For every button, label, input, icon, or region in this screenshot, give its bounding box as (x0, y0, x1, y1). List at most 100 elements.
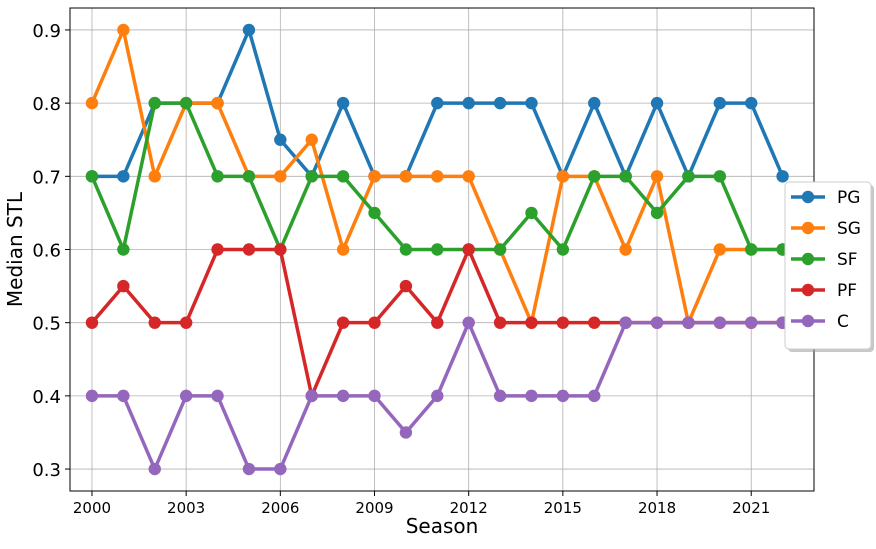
data-point-sf (493, 243, 507, 256)
data-point-sg (431, 170, 444, 183)
data-point-pf (85, 316, 99, 329)
data-point-sg (713, 243, 727, 256)
data-point-sf (713, 170, 727, 183)
data-point-pg (745, 96, 758, 110)
data-point-sg (650, 170, 664, 183)
data-point-c (713, 316, 727, 329)
data-point-c (588, 389, 601, 403)
data-point-sf (336, 170, 350, 183)
data-point-sf (85, 170, 99, 183)
data-point-pg (336, 96, 350, 110)
data-point-pf (117, 279, 130, 293)
data-point-pg (431, 96, 444, 110)
data-point-c (493, 389, 507, 403)
data-point-sg (85, 96, 99, 110)
data-point-pf (493, 316, 507, 329)
y-tick-label: 0.7 (32, 167, 61, 188)
legend: PG SG SF PF C (784, 181, 874, 352)
data-point-pf (462, 243, 475, 256)
legend-item-pg: PG (791, 188, 860, 208)
legend-item-pf: PF (791, 281, 857, 301)
legend-label: PG (837, 188, 860, 208)
data-point-c (399, 426, 413, 439)
legend-item-sf: SF (791, 250, 858, 270)
data-point-sg (336, 243, 350, 256)
data-point-sf (682, 170, 695, 183)
legend-swatch-marker (801, 314, 815, 328)
data-point-c (85, 389, 99, 403)
series-sf (85, 96, 789, 256)
y-tick-label: 0.9 (32, 21, 61, 42)
data-point-sg (368, 170, 381, 183)
data-point-c (211, 389, 224, 403)
data-point-pg (493, 96, 507, 110)
data-point-sf (179, 96, 193, 110)
data-point-pg (117, 170, 130, 183)
y-tick-label: 0.3 (32, 460, 61, 481)
data-point-sf (242, 170, 256, 183)
x-tick-label: 2000 (73, 499, 111, 517)
data-point-sf (525, 206, 538, 220)
data-point-pf (336, 316, 350, 329)
data-point-pf (368, 316, 381, 329)
data-point-pf (274, 243, 287, 256)
data-point-c (368, 389, 381, 403)
data-point-c (650, 316, 664, 329)
data-point-sg (619, 243, 632, 256)
data-point-sg (462, 170, 475, 183)
data-point-pf (431, 316, 444, 329)
data-point-pg (588, 96, 601, 110)
data-point-sg (305, 133, 318, 146)
data-point-pg (242, 23, 256, 37)
y-tick-label: 0.6 (32, 241, 61, 262)
data-point-sf (745, 243, 758, 256)
data-point-sf (588, 170, 601, 183)
x-tick-label: 2018 (638, 499, 676, 517)
data-point-pf (525, 316, 538, 329)
data-point-sf (117, 243, 130, 256)
x-tick-label: 2006 (261, 499, 299, 517)
data-point-sg (274, 170, 287, 183)
legend-label: C (837, 312, 849, 332)
data-point-c (305, 389, 318, 403)
data-point-c (148, 462, 161, 476)
data-point-pf (556, 316, 570, 329)
data-point-sg (148, 170, 161, 183)
data-point-sf (148, 96, 161, 110)
data-point-c (619, 316, 632, 329)
legend-swatch-marker (801, 283, 815, 297)
data-point-pf (588, 316, 601, 329)
data-point-sg (117, 23, 130, 37)
y-tick-label: 0.4 (32, 387, 61, 408)
data-point-sg (556, 170, 570, 183)
axes: 2000 2003 2006 2009 2012 2015 2018 2021 0.3 0.4 0.… (3, 7, 815, 538)
data-point-sg (211, 96, 224, 110)
data-point-c (431, 389, 444, 403)
data-point-c (745, 316, 758, 329)
data-point-c (242, 462, 256, 476)
legend-swatch-marker (801, 221, 815, 235)
data-point-sf (305, 170, 318, 183)
data-point-sf (211, 170, 224, 183)
data-point-c (462, 316, 475, 329)
data-point-sf (399, 243, 413, 256)
x-tick-label: 2012 (450, 499, 488, 517)
data-point-pg (462, 96, 475, 110)
x-tick-label: 2021 (732, 499, 770, 517)
legend-label: PF (837, 281, 857, 301)
series-c (85, 316, 789, 476)
data-point-c (556, 389, 570, 403)
data-point-pf (399, 279, 413, 293)
data-point-pg (274, 133, 287, 146)
y-tick-label: 0.5 (32, 314, 61, 335)
y-tick-label: 0.8 (32, 94, 61, 115)
legend-swatch-marker (801, 190, 815, 204)
data-point-sf (556, 243, 570, 256)
x-tick-label: 2009 (355, 499, 393, 517)
y-axis-label: Median STL (3, 191, 27, 307)
data-point-c (336, 389, 350, 403)
data-point-sg (399, 170, 413, 183)
x-tick-label: 2015 (544, 499, 582, 517)
